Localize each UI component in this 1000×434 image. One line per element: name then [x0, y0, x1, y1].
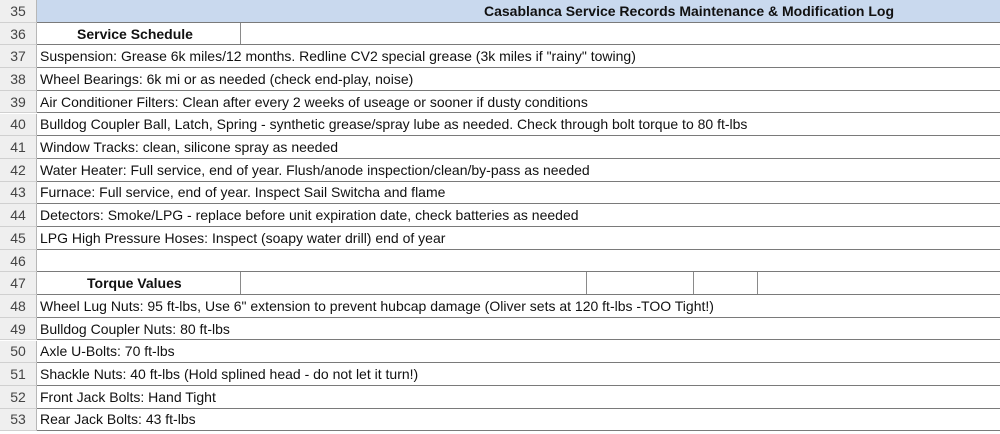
cell-text: Rear Jack Bolts: 43 ft-lbs [40, 411, 196, 428]
row-header[interactable]: 46 [0, 249, 37, 273]
cell-text: Suspension: Grease 6k miles/12 months. R… [40, 48, 636, 65]
cell[interactable]: Wheel Lug Nuts: 95 ft-lbs, Use 6" extens… [37, 295, 1000, 318]
header-cell[interactable]: Casablanca Service Records Maintenance &… [37, 0, 1000, 23]
table-row: 42 Water Heater: Full service, end of ye… [0, 158, 1000, 182]
row-header[interactable]: 48 [0, 295, 37, 318]
table-row-blank: 46 [0, 249, 1000, 273]
row-36: 36 Service Schedule [0, 22, 1000, 46]
cell-text: Front Jack Bolts: Hand Tight [40, 388, 216, 405]
row-header[interactable]: 45 [0, 227, 37, 250]
section-title-torque-values: Torque Values [87, 275, 182, 292]
cell[interactable]: Bulldog Coupler Nuts: 80 ft-lbs [37, 318, 1000, 341]
cell[interactable]: Wheel Bearings: 6k mi or as needed (chec… [37, 68, 1000, 91]
row-header[interactable]: 39 [0, 90, 37, 114]
row-header[interactable]: 40 [0, 113, 37, 137]
cell-text: Air Conditioner Filters: Clean after eve… [40, 93, 588, 110]
cell-divider [240, 22, 241, 45]
cell-divider [586, 272, 587, 295]
table-row: 43 Furnace: Full service, end of year. I… [0, 181, 1000, 205]
cell-text: Bulldog Coupler Nuts: 80 ft-lbs [40, 320, 230, 337]
cell[interactable]: Axle U-Bolts: 70 ft-lbs [37, 341, 1000, 364]
cell-divider [757, 272, 758, 295]
cell[interactable]: LPG High Pressure Hoses: Inspect (soapy … [37, 227, 1000, 250]
cell-text: Wheel Bearings: 6k mi or as needed (chec… [40, 70, 414, 87]
row-header[interactable]: 35 [0, 0, 37, 23]
row-header[interactable]: 50 [0, 340, 37, 364]
row-header[interactable]: 51 [0, 363, 37, 386]
section-cell[interactable]: Service Schedule [37, 22, 1000, 46]
table-row: 48 Wheel Lug Nuts: 95 ft-lbs, Use 6" ext… [0, 295, 1000, 318]
table-row: 52 Front Jack Bolts: Hand Tight [0, 385, 1000, 409]
cell[interactable]: Detectors: Smoke/LPG - replace before un… [37, 204, 1000, 227]
table-row: 51 Shackle Nuts: 40 ft-lbs (Hold splined… [0, 363, 1000, 386]
cell-text: Shackle Nuts: 40 ft-lbs (Hold splined he… [40, 366, 419, 383]
table-row: 50 Axle U-Bolts: 70 ft-lbs [0, 340, 1000, 364]
row-header[interactable]: 44 [0, 204, 37, 227]
cell-text: Axle U-Bolts: 70 ft-lbs [40, 343, 175, 360]
cell[interactable]: Water Heater: Full service, end of year.… [37, 159, 1000, 182]
row-header[interactable]: 47 [0, 272, 37, 296]
section-cell[interactable]: Torque Values [37, 272, 1000, 296]
cell[interactable] [37, 250, 1000, 273]
table-row: 49 Bulldog Coupler Nuts: 80 ft-lbs [0, 317, 1000, 341]
row-header[interactable]: 43 [0, 181, 37, 205]
table-row: 45 LPG High Pressure Hoses: Inspect (soa… [0, 227, 1000, 250]
table-row: 37 Suspension: Grease 6k miles/12 months… [0, 45, 1000, 69]
table-row: 44 Detectors: Smoke/LPG - replace before… [0, 204, 1000, 227]
cell-divider [693, 272, 694, 295]
cell[interactable]: Suspension: Grease 6k miles/12 months. R… [37, 45, 1000, 69]
row-header[interactable]: 42 [0, 158, 37, 182]
row-47: 47 Torque Values [0, 272, 1000, 296]
cell-text: LPG High Pressure Hoses: Inspect (soapy … [40, 229, 446, 246]
cell[interactable]: Bulldog Coupler Ball, Latch, Spring - sy… [37, 114, 1000, 137]
table-row: 53 Rear Jack Bolts: 43 ft-lbs [0, 408, 1000, 432]
cell[interactable]: Furnace: Full service, end of year. Insp… [37, 182, 1000, 205]
cell-text: Detectors: Smoke/LPG - replace before un… [40, 207, 579, 224]
row-header[interactable]: 37 [0, 45, 37, 69]
cell-text: Water Heater: Full service, end of year.… [40, 161, 590, 178]
cell[interactable]: Front Jack Bolts: Hand Tight [37, 386, 1000, 409]
cell-text: Window Tracks: clean, silicone spray as … [40, 139, 339, 156]
row-header[interactable]: 38 [0, 68, 37, 91]
row-35: 35 Casablanca Service Records Maintenanc… [0, 0, 1000, 23]
cell[interactable]: Air Conditioner Filters: Clean after eve… [37, 91, 1000, 114]
row-header[interactable]: 49 [0, 317, 37, 341]
row-header[interactable]: 52 [0, 385, 37, 409]
cell-text: Bulldog Coupler Ball, Latch, Spring - sy… [40, 116, 748, 133]
cell[interactable]: Window Tracks: clean, silicone spray as … [37, 136, 1000, 159]
table-row: 39 Air Conditioner Filters: Clean after … [0, 90, 1000, 114]
table-row: 40 Bulldog Coupler Ball, Latch, Spring -… [0, 113, 1000, 137]
row-header[interactable]: 36 [0, 22, 37, 46]
cell-text: Furnace: Full service, end of year. Insp… [40, 184, 446, 201]
table-row: 38 Wheel Bearings: 6k mi or as needed (c… [0, 68, 1000, 91]
row-header[interactable]: 53 [0, 408, 37, 432]
cell-divider [240, 272, 241, 295]
sheet-title: Casablanca Service Records Maintenance &… [484, 2, 894, 19]
cell-text: Wheel Lug Nuts: 95 ft-lbs, Use 6" extens… [40, 297, 714, 314]
table-row: 41 Window Tracks: clean, silicone spray … [0, 136, 1000, 159]
header-band [37, 0, 1000, 22]
cell[interactable]: Shackle Nuts: 40 ft-lbs (Hold splined he… [37, 363, 1000, 386]
section-title-service-schedule: Service Schedule [77, 25, 193, 42]
cell[interactable]: Rear Jack Bolts: 43 ft-lbs [37, 409, 1000, 432]
row-header[interactable]: 41 [0, 136, 37, 159]
